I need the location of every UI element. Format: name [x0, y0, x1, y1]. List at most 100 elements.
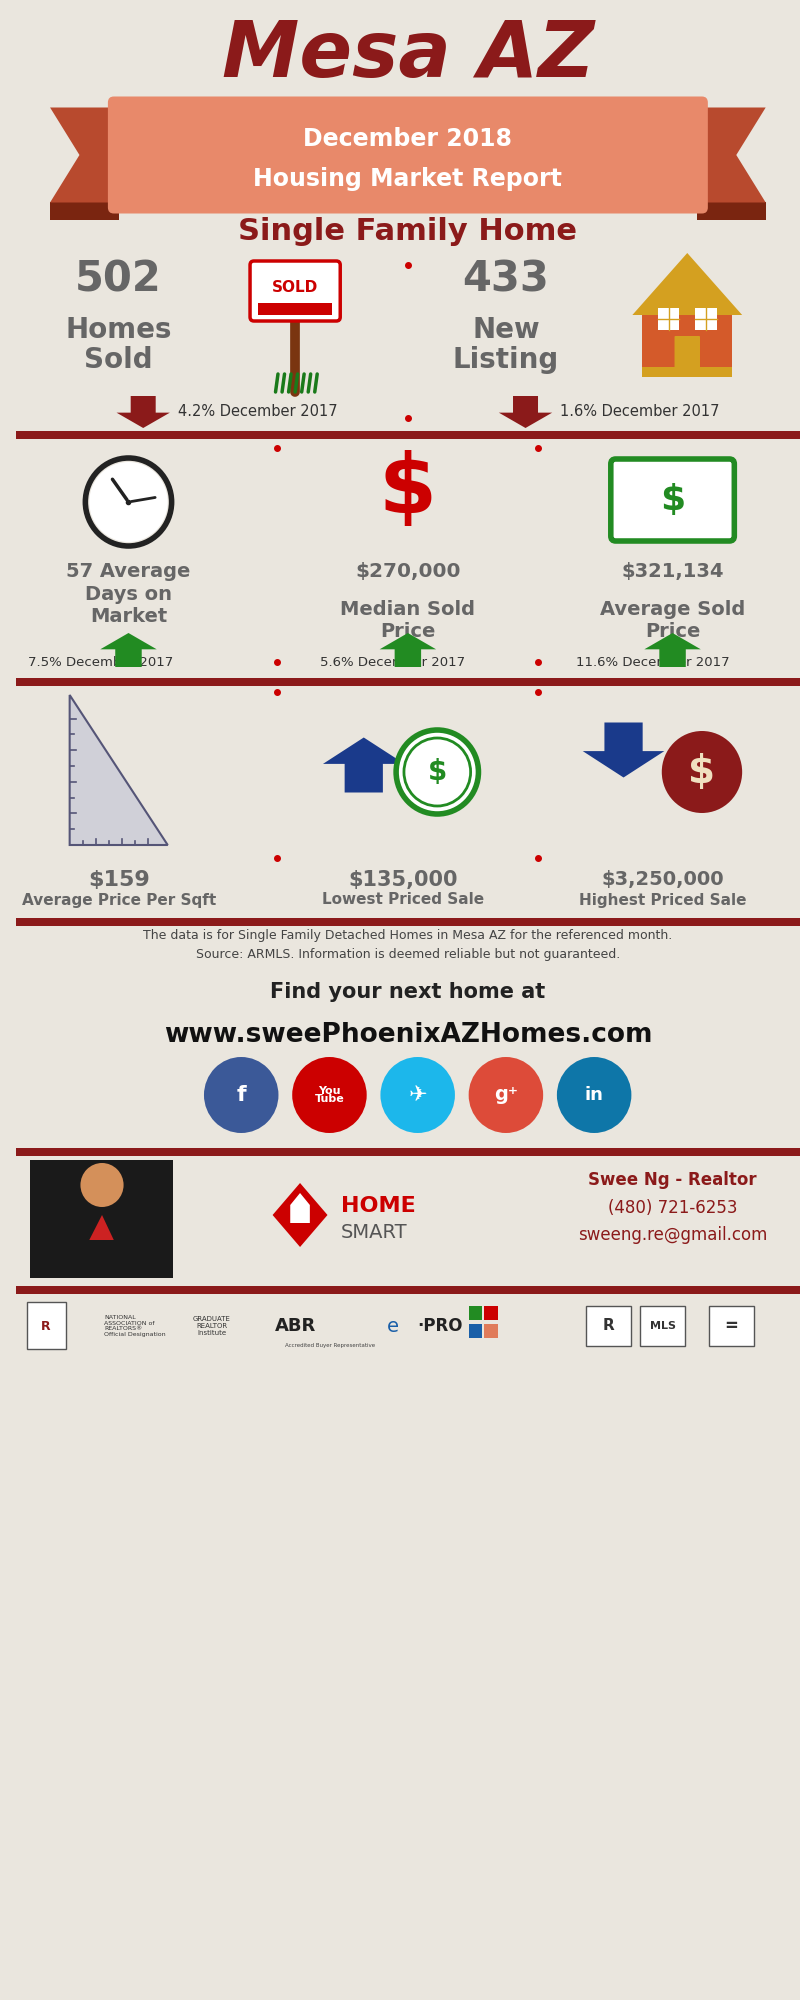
Polygon shape: [50, 108, 118, 202]
Text: R: R: [603, 1318, 614, 1334]
Text: Lowest Priced Sale: Lowest Priced Sale: [322, 892, 484, 908]
FancyBboxPatch shape: [108, 96, 708, 214]
Text: www.sweePhoenixAZHomes.com: www.sweePhoenixAZHomes.com: [164, 1022, 652, 1048]
Text: New
Listing: New Listing: [453, 316, 559, 374]
Polygon shape: [90, 1214, 114, 1240]
Polygon shape: [697, 202, 766, 220]
Text: 4.2% December 2017: 4.2% December 2017: [178, 404, 337, 420]
FancyBboxPatch shape: [30, 1160, 173, 1278]
Text: Average Sold
Price: Average Sold Price: [600, 600, 745, 640]
Text: ABR: ABR: [274, 1316, 316, 1336]
Text: GRADUATE
REALTOR
Institute: GRADUATE REALTOR Institute: [193, 1316, 230, 1336]
Text: Find your next home at: Find your next home at: [270, 982, 546, 1002]
Polygon shape: [70, 696, 168, 844]
FancyBboxPatch shape: [640, 1306, 686, 1346]
Text: Accredited Buyer Representative: Accredited Buyer Representative: [286, 1342, 375, 1348]
FancyBboxPatch shape: [695, 308, 717, 330]
FancyBboxPatch shape: [250, 260, 340, 320]
Text: g⁺: g⁺: [494, 1086, 518, 1104]
FancyBboxPatch shape: [16, 678, 800, 686]
FancyBboxPatch shape: [16, 918, 800, 926]
FancyBboxPatch shape: [709, 1306, 754, 1346]
Polygon shape: [290, 1192, 310, 1222]
Text: Homes
Sold: Homes Sold: [66, 316, 172, 374]
Polygon shape: [117, 396, 170, 428]
Text: You
Tube: You Tube: [314, 1086, 344, 1104]
FancyBboxPatch shape: [484, 1324, 498, 1338]
FancyBboxPatch shape: [469, 1306, 482, 1320]
Polygon shape: [100, 632, 157, 668]
Text: 57 Average
Days on
Market: 57 Average Days on Market: [66, 562, 190, 626]
FancyBboxPatch shape: [484, 1306, 498, 1320]
Ellipse shape: [557, 1056, 631, 1132]
Text: Mesa AZ: Mesa AZ: [222, 16, 594, 92]
Text: ✈: ✈: [408, 1084, 427, 1104]
Polygon shape: [323, 738, 405, 792]
Polygon shape: [644, 632, 701, 668]
Polygon shape: [632, 252, 742, 314]
Polygon shape: [380, 632, 436, 668]
Text: HOME: HOME: [342, 1196, 416, 1216]
Text: Housing Market Report: Housing Market Report: [254, 168, 562, 192]
Text: ·PRO: ·PRO: [418, 1316, 463, 1336]
Text: Average Price Per Sqft: Average Price Per Sqft: [22, 892, 216, 908]
Polygon shape: [50, 202, 118, 220]
Text: Swee Ng - Realtor: Swee Ng - Realtor: [588, 1172, 757, 1188]
FancyBboxPatch shape: [674, 336, 700, 368]
FancyBboxPatch shape: [469, 1324, 482, 1338]
Text: Median Sold
Price: Median Sold Price: [340, 600, 475, 640]
Text: $159: $159: [88, 870, 150, 890]
Text: e: e: [387, 1316, 399, 1336]
Polygon shape: [582, 722, 664, 778]
Polygon shape: [70, 1228, 134, 1278]
Text: $270,000: $270,000: [355, 562, 461, 580]
Text: 5.6% December 2017: 5.6% December 2017: [320, 656, 465, 668]
Polygon shape: [697, 108, 766, 202]
Ellipse shape: [292, 1056, 366, 1132]
FancyBboxPatch shape: [610, 460, 734, 540]
Text: 7.5% December 2017: 7.5% December 2017: [27, 656, 173, 668]
FancyBboxPatch shape: [16, 430, 800, 438]
Text: $: $: [428, 758, 447, 786]
FancyBboxPatch shape: [26, 1302, 66, 1348]
Text: Highest Priced Sale: Highest Priced Sale: [579, 892, 746, 908]
Ellipse shape: [662, 730, 742, 812]
Text: NATIONAL
ASSOCIATION of
REALTORS®
Official Designation: NATIONAL ASSOCIATION of REALTORS® Offici…: [104, 1314, 166, 1338]
Text: MLS: MLS: [650, 1320, 676, 1332]
Text: R: R: [42, 1320, 51, 1332]
Text: $135,000: $135,000: [348, 870, 458, 890]
Text: Single Family Home: Single Family Home: [238, 218, 578, 246]
FancyBboxPatch shape: [16, 1148, 800, 1156]
FancyBboxPatch shape: [642, 366, 732, 376]
FancyBboxPatch shape: [642, 316, 732, 368]
Circle shape: [90, 462, 168, 542]
Text: The data is for Single Family Detached Homes in Mesa AZ for the referenced month: The data is for Single Family Detached H…: [143, 928, 673, 962]
Text: $: $: [660, 482, 685, 516]
Text: $321,134: $321,134: [622, 562, 724, 580]
Text: 1.6% December 2017: 1.6% December 2017: [560, 404, 719, 420]
Text: 502: 502: [75, 258, 162, 300]
Text: 433: 433: [462, 258, 550, 300]
Text: $: $: [379, 450, 437, 530]
FancyBboxPatch shape: [258, 302, 332, 314]
Text: 11.6% December 2017: 11.6% December 2017: [577, 656, 730, 668]
Circle shape: [396, 730, 478, 814]
Ellipse shape: [469, 1056, 543, 1132]
Polygon shape: [499, 396, 552, 428]
Polygon shape: [273, 1182, 327, 1248]
Text: $3,250,000: $3,250,000: [602, 870, 724, 890]
Text: f: f: [237, 1084, 246, 1104]
Ellipse shape: [381, 1056, 455, 1132]
Text: =: =: [725, 1316, 738, 1336]
Text: $: $: [689, 752, 715, 790]
Text: (480) 721-6253: (480) 721-6253: [608, 1198, 738, 1216]
FancyBboxPatch shape: [658, 308, 679, 330]
Text: December 2018: December 2018: [303, 128, 512, 152]
Text: in: in: [585, 1086, 603, 1104]
Ellipse shape: [204, 1056, 278, 1132]
Text: sweeng.re@gmail.com: sweeng.re@gmail.com: [578, 1226, 767, 1244]
FancyBboxPatch shape: [586, 1306, 631, 1346]
FancyBboxPatch shape: [16, 1286, 800, 1294]
Circle shape: [81, 1164, 123, 1206]
Circle shape: [404, 738, 470, 806]
